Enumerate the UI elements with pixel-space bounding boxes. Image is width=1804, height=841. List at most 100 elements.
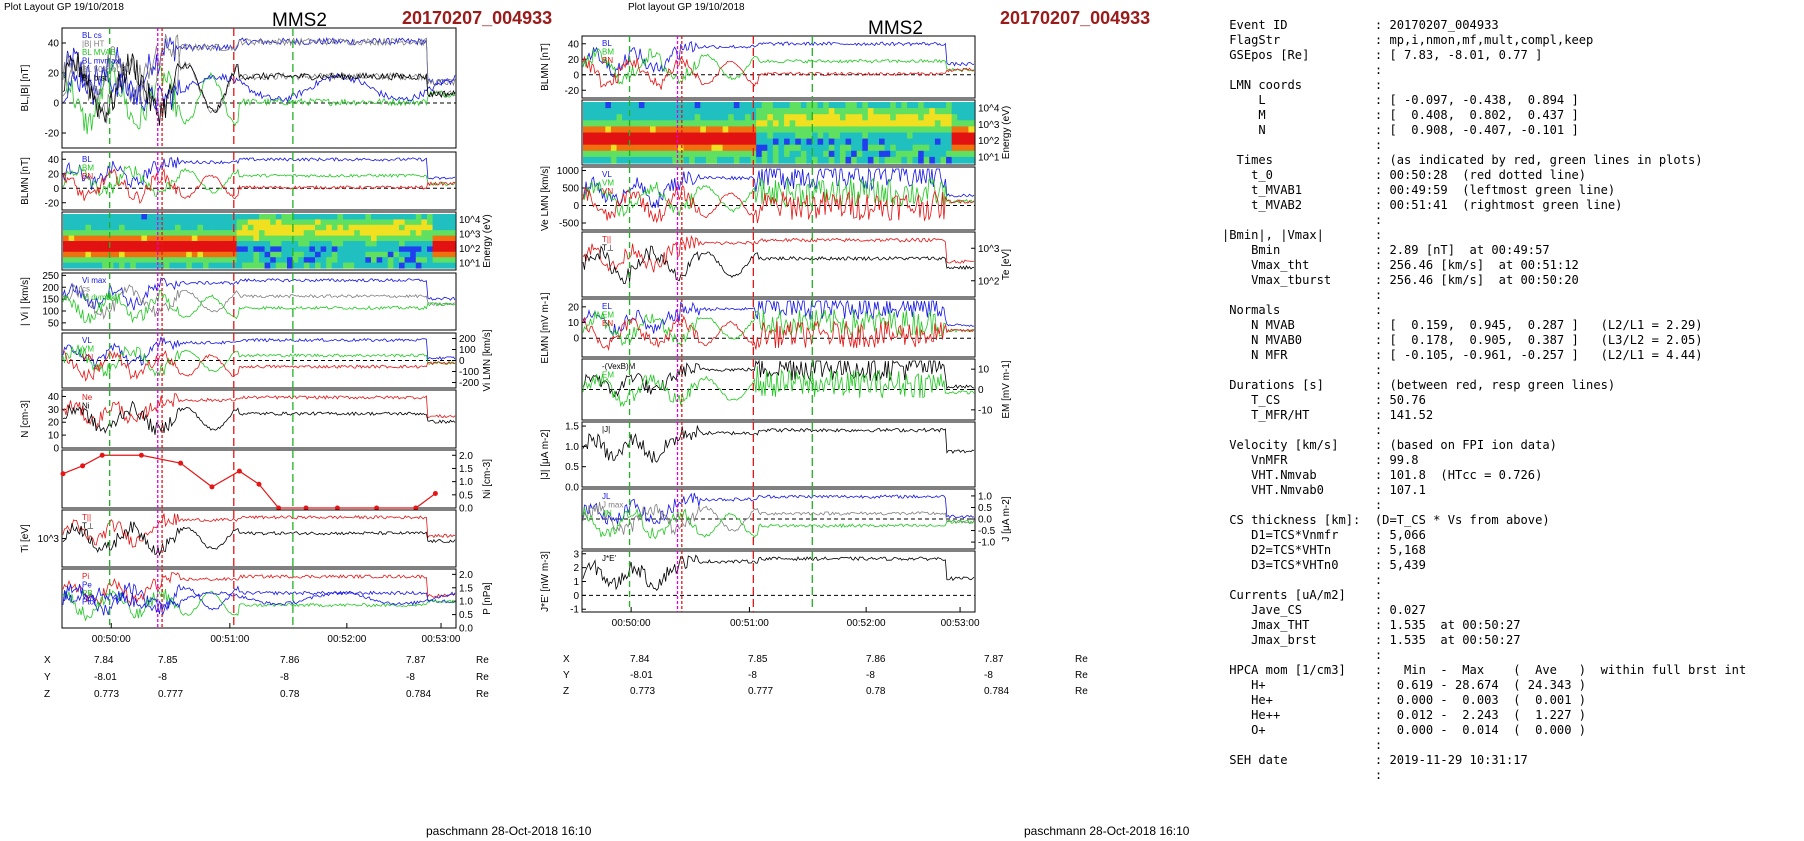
left-4-ytick-label: 100 [42,307,59,318]
left-4-legend-0: Vi max [82,276,106,285]
left-ephemeris-axis-label: X [44,655,51,666]
middle-ephemeris-value: 0.784 [984,686,1009,697]
mid-8-ylabel: J [μA m-2] [1001,496,1012,541]
mid-1-series-2 [582,55,975,90]
middle-event-id: 20170207_004933 [1000,8,1151,28]
mid-8-ytick-label: 0.0 [978,515,992,526]
left-7-ytick-label: 2.0 [459,451,473,462]
left-7-data-point [432,491,438,496]
left-1-legend-0: BL cs [82,31,102,40]
mid-1-series-0 [582,40,975,78]
mid-8-ytick-label: 0.5 [978,503,992,514]
mid-7-series-0 [582,424,975,463]
left-6-ytick-label: 0 [53,444,59,455]
left-5-series-1 [62,344,456,377]
mid-1-series-1 [582,48,975,85]
left-7-ytick-label: 1.5 [459,464,473,475]
left-1-legend-4: BL 50% of BL [82,65,131,74]
left-2-ytick-label: -20 [45,198,60,209]
middle-ephemeris-value: 0.773 [630,686,655,697]
left-7-ytick-label: 0.0 [459,504,473,515]
mid-2-ytick-label: 10^1 [978,152,1000,163]
left-event-id: 20170207_004933 [402,8,553,28]
mid-1-ylabel: BLMN [nT] [540,43,551,91]
mid-5-series-2 [582,315,975,351]
mid-3-series-1 [582,177,975,218]
mid-4-frame [581,231,976,298]
mid-2-ylabel: Energy (eV) [1001,106,1012,159]
mid-3-ytick-label: -500 [559,219,579,230]
left-1-frame [61,27,457,149]
left-1-ytick-label: -20 [45,129,60,140]
left-3-spectrogram [63,214,456,269]
mid-5-legend-2: EN [602,319,613,328]
middle-xtick-label: 00:52:00 [847,618,886,629]
mid-6-series-1 [582,366,975,408]
mid-1-legend-0: BL [602,39,612,48]
left-ephemeris-unit: Re [476,672,489,683]
middle-xtick-label: 00:51:00 [730,618,769,629]
left-7-data-point [303,505,309,511]
left-2-series-2 [62,168,456,205]
left-1-ylabel: BL,|B| [nT] [20,64,31,111]
left-1-legend-1: |B| HT [82,40,104,49]
mid-7-ytick-label: 1.5 [565,422,579,433]
left-4-ytick-label: 150 [42,295,59,306]
left-9-series-3 [62,587,456,611]
left-6-legend-1: Ni [82,402,90,411]
left-1-legend-3: BL mvmax [82,57,120,66]
left-9-legend-2: PB [82,589,93,598]
mid-9-legend-0: J*E' [602,554,616,563]
mid-5-series-1 [582,309,975,347]
left-xtick-label: 00:53:00 [422,634,461,645]
left-6-ytick-label: 10 [48,431,60,442]
mid-8-ytick-label: -1.0 [978,538,996,549]
mid-1-frame [581,35,976,99]
mid-4-series-0 [582,235,975,273]
left-7-data-point [99,452,105,458]
left-9-ytick-label: 1.5 [459,583,473,594]
left-ephemeris-value: 0.78 [280,689,300,700]
mid-8-ytick-label: 1.0 [978,491,992,502]
left-9-ylabel: P [nPa] [482,582,493,615]
left-4-ytick-label: 50 [48,318,60,329]
left-1-ytick-label: 40 [48,39,60,50]
middle-xtick-label: 00:50:00 [612,618,651,629]
mid-5-ytick-label: 20 [568,302,580,313]
mid-7-ytick-label: 1.0 [565,442,579,453]
left-5-ytick-label: 0 [459,356,465,367]
left-5-ytick-label: 200 [459,334,476,345]
middle-ephemeris-value: 0.777 [748,686,773,697]
middle-ephemeris-unit: Re [1075,654,1088,665]
left-ephemeris-axis-label: Z [44,689,50,700]
mid-1-ytick-label: 40 [568,39,580,50]
middle-ephemeris-unit: Re [1075,670,1088,681]
left-2-legend-1: BM [82,164,94,173]
left-1-legend-2: BL MVAB [82,48,116,57]
middle-ephemeris-axis-label: X [563,654,570,665]
left-3-ytick-label: 10^2 [459,244,481,255]
mid-4-ylabel: Te [eV] [1001,249,1012,280]
mid-7-ytick-label: 0.0 [565,483,579,494]
left-6-ytick-label: 30 [48,405,60,416]
left-4-ytick-label: 200 [42,283,59,294]
mid-8-legend-0: JL [602,492,611,501]
mid-5-series-0 [582,299,975,336]
left-8-ylabel: Ti [eV] [20,524,31,553]
left-8-series-0 [62,513,456,548]
left-6-frame [61,389,457,449]
left-ephemeris-axis-label: Y [44,672,51,683]
mid-4-ytick-label: 10^3 [978,244,1000,255]
left-ephemeris-unit: Re [476,655,489,666]
mid-9-frame [581,550,976,613]
mid-2-spectrogram [583,102,975,164]
left-7-data-point [178,460,184,466]
mid-4-legend-0: T|| [602,235,611,244]
middle-ephemeris-value: 7.85 [748,654,768,665]
left-4-legend-2: Vi dvmax [82,293,115,302]
middle-ephemeris-value: -8 [984,670,993,681]
left-ephemeris-unit: Re [476,689,489,700]
mid-5-legend-0: EL [602,302,612,311]
left-5-ytick-label: -100 [459,367,479,378]
left-6-ytick-label: 20 [48,418,60,429]
